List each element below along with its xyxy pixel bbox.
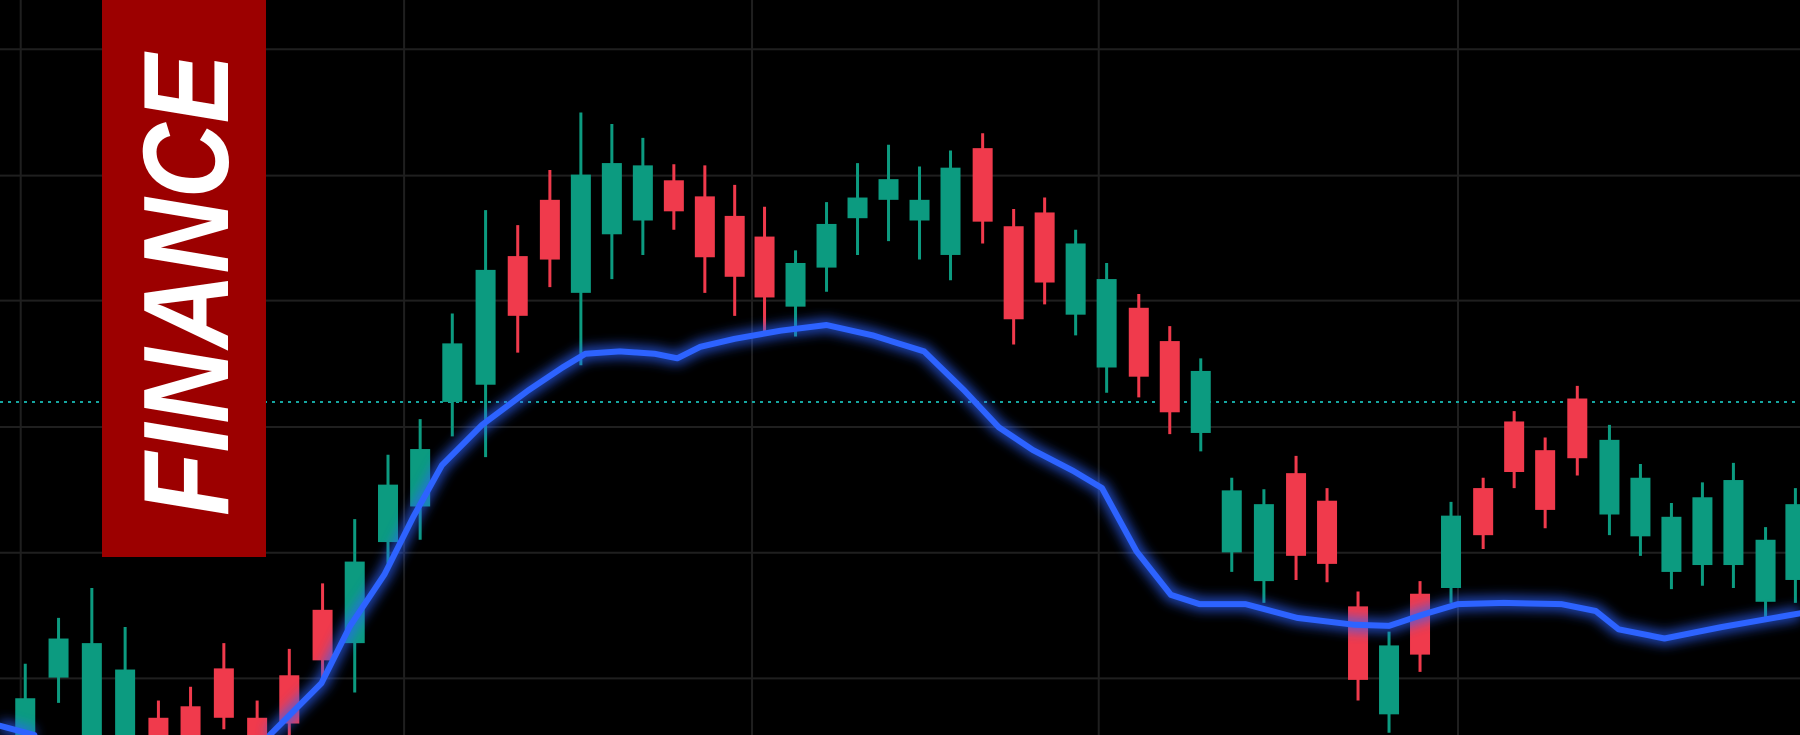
candle-body: [663, 180, 684, 212]
candle-body: [1159, 341, 1180, 413]
candle-body: [1692, 497, 1713, 566]
candle-body: [816, 223, 837, 268]
candle-body: [1190, 370, 1211, 433]
banner: [102, 0, 266, 557]
plot-area: [0, 112, 1800, 735]
candle-body: [115, 669, 136, 735]
candle-body: [570, 174, 591, 293]
candle-body: [507, 256, 528, 316]
candle-body: [1286, 473, 1307, 556]
candle-body: [1034, 212, 1055, 283]
ma-line: [0, 322, 1800, 735]
candle-body: [632, 165, 653, 221]
candle-body: [442, 343, 463, 402]
candle-body: [1065, 243, 1086, 315]
candle-body: [847, 197, 868, 219]
candle-body: [1096, 279, 1117, 368]
candle-body: [1630, 477, 1651, 537]
candle-body: [1253, 504, 1274, 582]
candle-body: [1785, 504, 1800, 580]
candle-body: [378, 484, 399, 543]
candle-body: [1348, 606, 1369, 680]
candle-body: [1661, 516, 1682, 572]
candle-body: [694, 196, 715, 258]
candle-body: [909, 199, 930, 221]
candle-body: [1473, 488, 1494, 536]
candle-body: [785, 262, 806, 307]
candle-body: [1441, 515, 1462, 588]
candle-body: [180, 706, 201, 735]
candle-body: [1317, 500, 1338, 564]
candle-body: [1567, 398, 1588, 459]
candle-body: [1599, 439, 1620, 515]
candle-body: [475, 269, 496, 385]
candle-body: [601, 163, 622, 235]
candle-body: [878, 179, 899, 200]
candle-body: [312, 609, 333, 661]
candle-body: [81, 643, 102, 735]
candle-body: [48, 638, 69, 678]
candle-body: [213, 668, 234, 718]
banner-title: FINANCE: [118, 51, 254, 516]
candle-body: [1723, 480, 1744, 566]
candle-body: [1003, 226, 1024, 320]
candle-body: [754, 236, 775, 298]
candle-body: [1755, 539, 1776, 602]
candle-body: [724, 215, 745, 277]
candle-body: [972, 148, 993, 222]
candle-body: [148, 717, 169, 735]
candle-body: [1535, 450, 1556, 510]
candle-body: [247, 717, 268, 735]
candle-body: [1128, 307, 1149, 377]
candle-body: [539, 199, 560, 260]
candle-body: [1504, 421, 1525, 473]
candle-body: [1221, 490, 1242, 553]
candle-body: [940, 167, 961, 255]
candle-body: [1379, 645, 1400, 715]
